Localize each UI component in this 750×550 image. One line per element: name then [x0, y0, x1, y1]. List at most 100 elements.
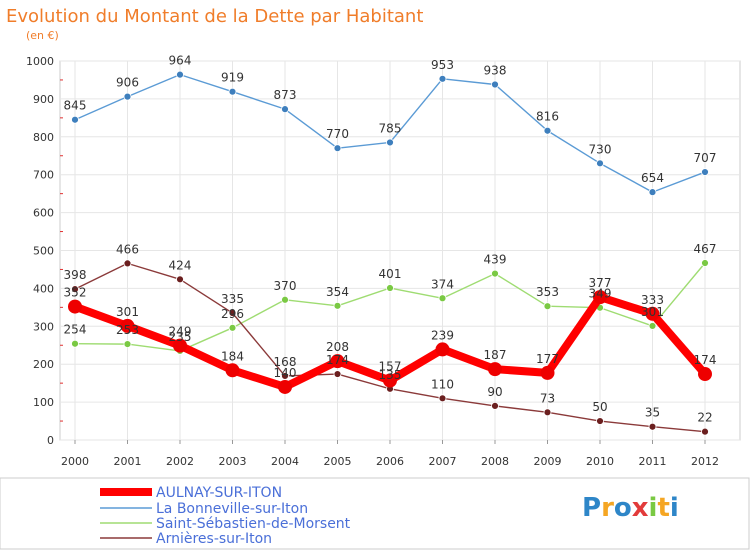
data-label-arnieres-sur-iton: 90	[487, 385, 502, 399]
data-labels: 845 906 964 919 873 770 785 953 938 816 730 654 707 2…	[64, 54, 717, 425]
data-label-la-bonneville-sur-iton: 845	[64, 99, 87, 113]
data-label-saint-sebastien-de-morsent: 349	[589, 287, 612, 301]
logo-text: Proxiti	[582, 493, 679, 523]
data-label-saint-sebastien-de-morsent: 467	[694, 242, 717, 256]
y-tick-label: 1000	[26, 55, 54, 68]
y-tick-label: 700	[33, 169, 54, 182]
data-label-saint-sebastien-de-morsent: 296	[221, 307, 244, 321]
data-label-aulnay-sur-iton: 301	[116, 305, 139, 319]
data-label-arnieres-sur-iton: 22	[697, 411, 712, 425]
data-label-arnieres-sur-iton: 335	[221, 292, 244, 306]
data-point-aulnay-sur-iton	[383, 373, 397, 388]
data-label-arnieres-sur-iton: 168	[274, 355, 297, 369]
data-point-saint-sebastien-de-morsent	[543, 302, 552, 311]
y-axis: 0 100 200 300 400 500 600 700 800 900 1000	[26, 55, 63, 447]
chart-subtitle: (en €)	[26, 29, 59, 42]
data-label-aulnay-sur-iton: 239	[431, 328, 454, 342]
data-point-la-bonneville-sur-iton	[176, 70, 184, 79]
x-tick-label: 2008	[481, 455, 509, 468]
data-label-arnieres-sur-iton: 110	[431, 377, 454, 391]
y-tick-label: 800	[33, 131, 54, 144]
data-label-saint-sebastien-de-morsent: 254	[64, 323, 87, 337]
data-label-la-bonneville-sur-iton: 770	[326, 127, 349, 141]
data-label-la-bonneville-sur-iton: 654	[641, 171, 664, 185]
data-label-la-bonneville-sur-iton: 873	[274, 88, 297, 102]
data-label-aulnay-sur-iton: 249	[169, 325, 192, 339]
data-point-la-bonneville-sur-iton	[281, 105, 289, 114]
x-tick-label: 2002	[166, 455, 194, 468]
data-label-saint-sebastien-de-morsent: 301	[641, 305, 664, 319]
data-point-aulnay-sur-iton	[488, 362, 502, 377]
data-point-la-bonneville-sur-iton	[71, 115, 79, 124]
data-point-arnieres-sur-iton	[596, 417, 604, 425]
data-point-aulnay-sur-iton	[593, 290, 607, 305]
data-label-aulnay-sur-iton: 184	[221, 349, 244, 363]
data-point-la-bonneville-sur-iton	[596, 159, 604, 168]
x-tick-label: 2003	[219, 455, 247, 468]
data-point-arnieres-sur-iton	[543, 408, 552, 417]
data-point-arnieres-sur-iton	[648, 422, 657, 431]
y-tick-label: 400	[33, 282, 54, 295]
data-point-la-bonneville-sur-iton	[543, 126, 552, 135]
data-label-la-bonneville-sur-iton: 938	[484, 63, 507, 77]
data-label-saint-sebastien-de-morsent: 235	[169, 330, 192, 344]
data-label-arnieres-sur-iton: 50	[592, 400, 607, 414]
x-tick-label: 2012	[691, 455, 719, 468]
data-label-aulnay-sur-iton: 333	[641, 293, 664, 307]
data-point-aulnay-sur-iton	[173, 338, 187, 353]
data-point-saint-sebastien-de-morsent	[648, 322, 657, 330]
data-point-arnieres-sur-iton	[333, 370, 342, 378]
y-tick-label: 0	[47, 434, 54, 447]
data-label-la-bonneville-sur-iton: 730	[589, 142, 612, 156]
data-point-la-bonneville-sur-iton	[491, 80, 499, 89]
legend-entry: AULNAY-SUR-ITON	[156, 485, 282, 501]
data-label-aulnay-sur-iton: 187	[484, 348, 507, 362]
x-tick-label: 2010	[586, 455, 614, 468]
grid	[60, 60, 740, 441]
data-label-arnieres-sur-iton: 73	[540, 391, 555, 405]
data-point-la-bonneville-sur-iton	[333, 144, 342, 153]
data-label-aulnay-sur-iton: 208	[326, 340, 349, 354]
data-label-aulnay-sur-iton: 174	[694, 353, 717, 367]
data-label-arnieres-sur-iton: 466	[116, 242, 139, 256]
data-label-la-bonneville-sur-iton: 953	[431, 58, 454, 72]
y-tick-label: 200	[33, 358, 54, 371]
data-label-saint-sebastien-de-morsent: 353	[536, 285, 559, 299]
data-point-arnieres-sur-iton	[701, 427, 709, 436]
data-point-la-bonneville-sur-iton	[228, 87, 237, 96]
data-point-aulnay-sur-iton	[698, 367, 712, 382]
data-label-saint-sebastien-de-morsent: 253	[116, 323, 139, 337]
x-tick-label: 2004	[271, 455, 299, 468]
x-tick-label: 2011	[639, 455, 667, 468]
data-label-la-bonneville-sur-iton: 919	[221, 71, 244, 85]
proxiti-logo: Proxiti	[582, 493, 679, 523]
data-point-aulnay-sur-iton	[540, 365, 555, 380]
data-label-arnieres-sur-iton: 398	[64, 268, 87, 282]
data-label-aulnay-sur-iton: 177	[536, 352, 559, 366]
data-point-arnieres-sur-iton	[491, 401, 499, 410]
x-tick-label: 2000	[61, 455, 89, 468]
data-label-aulnay-sur-iton: 352	[64, 286, 87, 300]
x-tick-label: 2005	[324, 455, 352, 468]
data-point-la-bonneville-sur-iton	[648, 188, 657, 197]
x-axis: 2000 2001 2002 2003 2004 2005 2006 2007 2008 2009…	[61, 440, 719, 468]
y-tick-label: 600	[33, 207, 54, 220]
data-point-arnieres-sur-iton	[281, 372, 289, 380]
data-label-saint-sebastien-de-morsent: 401	[379, 267, 402, 281]
data-point-arnieres-sur-iton	[123, 259, 132, 268]
data-point-saint-sebastien-de-morsent	[228, 323, 237, 332]
chart-title: Evolution du Montant de la Dette par Hab…	[6, 6, 423, 27]
data-label-arnieres-sur-iton: 174	[326, 353, 349, 367]
x-tick-label: 2007	[429, 455, 457, 468]
data-label-la-bonneville-sur-iton: 816	[536, 110, 559, 124]
data-point-saint-sebastien-de-morsent	[281, 295, 289, 304]
series-group	[68, 70, 712, 436]
data-point-saint-sebastien-de-morsent	[333, 301, 342, 310]
data-point-arnieres-sur-iton	[71, 285, 79, 294]
data-point-arnieres-sur-iton	[228, 309, 237, 317]
data-point-aulnay-sur-iton	[68, 299, 82, 314]
data-label-aulnay-sur-iton: 140	[274, 366, 297, 380]
x-tick-label: 2001	[114, 455, 142, 468]
